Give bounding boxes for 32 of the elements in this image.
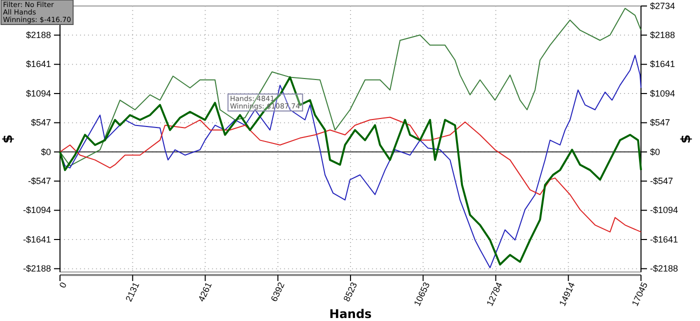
y-tick-label: -$1641 bbox=[22, 234, 51, 244]
y2-tick-label: $2188 bbox=[650, 30, 676, 40]
y-tick-label: $0 bbox=[40, 146, 51, 157]
y2-tick-label: -$1094 bbox=[650, 205, 678, 216]
line-series bbox=[60, 116, 642, 232]
y2-tick-label: $547 bbox=[650, 118, 670, 128]
y2-tick-label: -$1641 bbox=[650, 234, 678, 244]
y2-tick-label: $0 bbox=[650, 146, 660, 157]
x-tick-label: 0 bbox=[57, 280, 69, 290]
y-tick-label: $2188 bbox=[26, 30, 51, 40]
y-tick-label: -$1094 bbox=[22, 205, 51, 216]
x-tick-label: 2131 bbox=[124, 280, 142, 304]
y-tick-label: -$2188 bbox=[22, 264, 51, 274]
y2-tick-label: -$547 bbox=[650, 176, 674, 186]
x-tick-label: 10653 bbox=[412, 280, 432, 308]
y2-tick-label: $1094 bbox=[650, 88, 676, 98]
y-tick-label: $1094 bbox=[26, 88, 51, 98]
x-tick-label: 8523 bbox=[341, 280, 360, 304]
y2-tick-label: -$2188 bbox=[650, 264, 678, 274]
x-tick-label: 14914 bbox=[557, 280, 577, 308]
y-tick-label: -$547 bbox=[28, 176, 51, 186]
y2-tick-label: $1641 bbox=[650, 59, 676, 70]
x-tick-label: 17045 bbox=[630, 280, 650, 308]
y2-tick-label: $2734 bbox=[650, 0, 676, 11]
x-axis-title: Hands bbox=[329, 307, 372, 321]
x-tick-label: 6392 bbox=[268, 280, 286, 304]
y-axis-title: $ bbox=[1, 134, 16, 144]
y2-axis-title: $ bbox=[679, 134, 694, 144]
y-tick-label: $1641 bbox=[26, 59, 51, 70]
x-tick-label: 12784 bbox=[484, 280, 504, 308]
x-tick-label: 4261 bbox=[196, 280, 214, 304]
y-tick-label: $547 bbox=[30, 118, 51, 128]
